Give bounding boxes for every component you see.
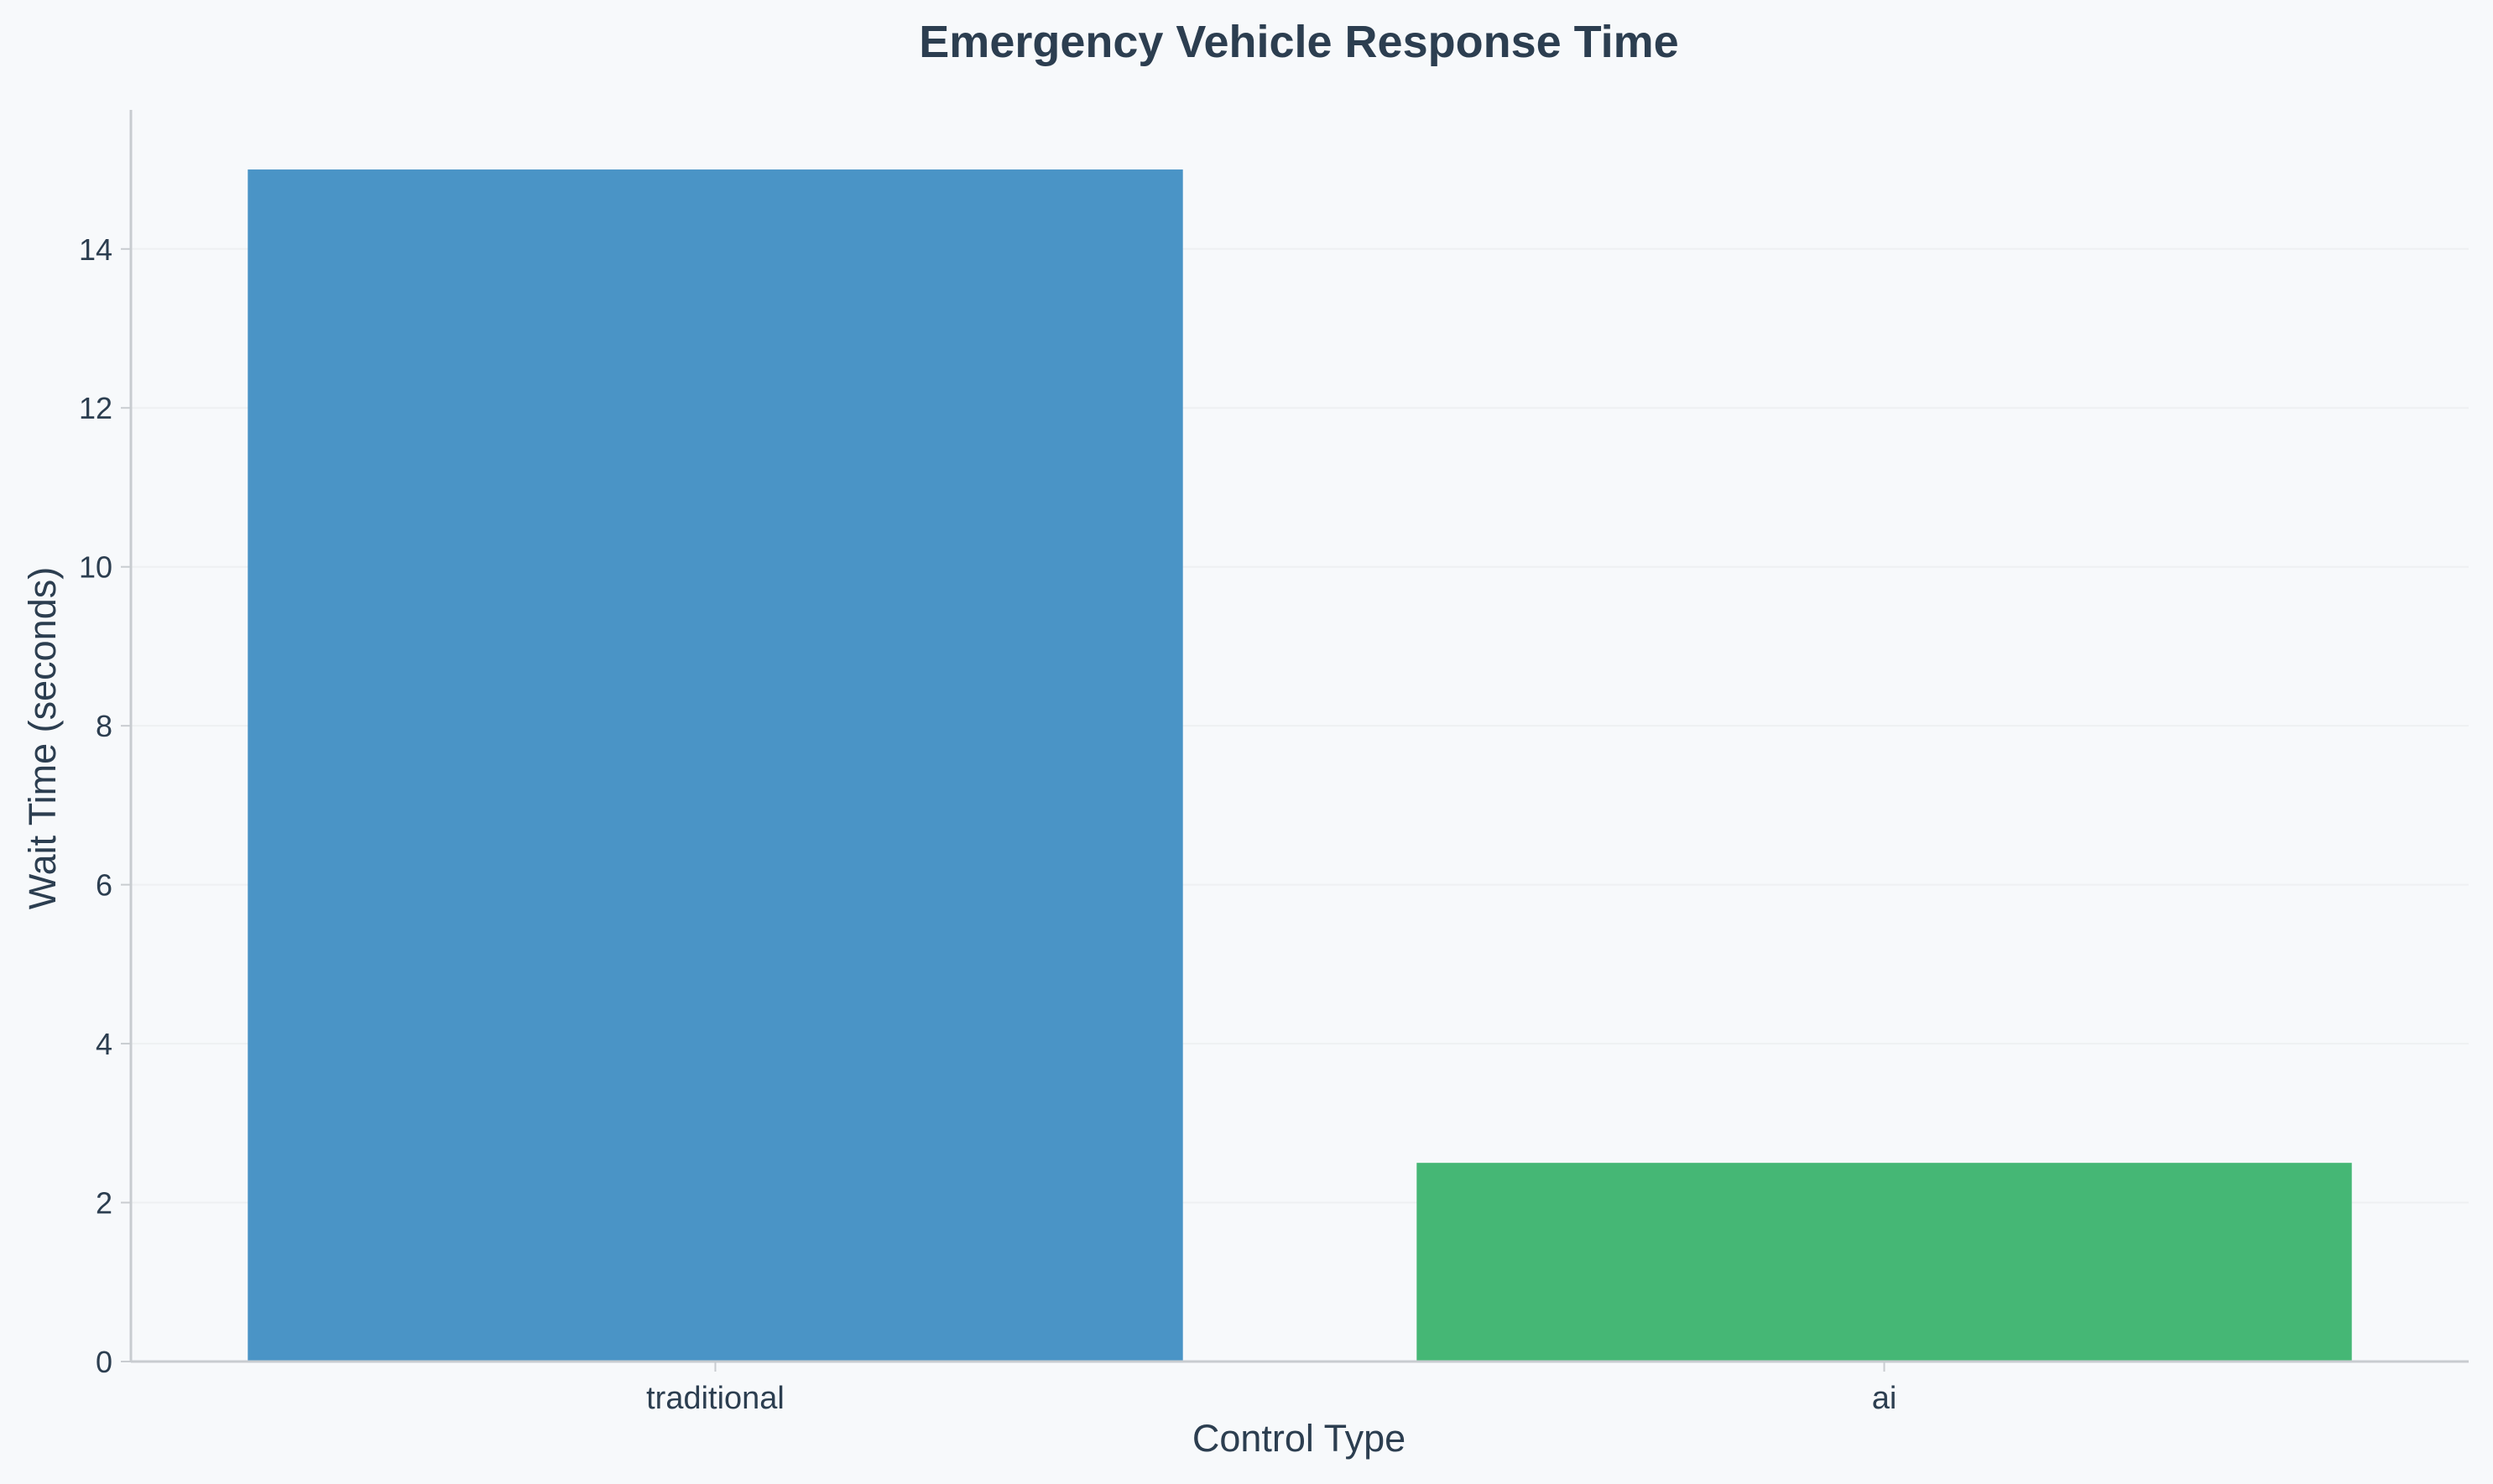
x-ticks: traditional ai <box>646 1362 1896 1416</box>
y-tick-label: 10 <box>79 550 112 585</box>
bars <box>248 169 2352 1362</box>
y-axis-label: Wait Time (seconds) <box>21 567 64 909</box>
y-tick-label: 12 <box>79 391 112 425</box>
y-tick-label: 0 <box>96 1345 112 1379</box>
x-tick-label: ai <box>1872 1381 1897 1416</box>
x-axis-label: Control Type <box>1192 1417 1406 1460</box>
bar-traditional <box>248 169 1183 1362</box>
y-ticks: 0 2 4 6 8 10 12 14 <box>79 232 131 1379</box>
axes <box>129 110 2469 1363</box>
y-tick-label: 4 <box>96 1027 112 1061</box>
chart-title: Emergency Vehicle Response Time <box>919 17 1678 67</box>
y-tick-label: 14 <box>79 232 112 267</box>
y-tick-label: 6 <box>96 868 112 903</box>
x-tick-label: traditional <box>646 1381 785 1416</box>
bar-ai <box>1416 1163 2352 1362</box>
y-tick-label: 2 <box>96 1186 112 1221</box>
y-tick-label: 8 <box>96 709 112 743</box>
